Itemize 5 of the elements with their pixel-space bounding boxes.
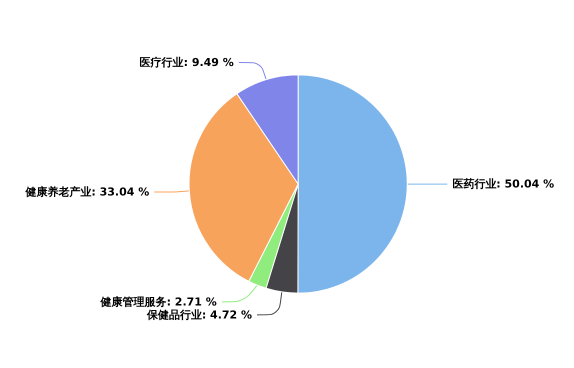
slice-label: 健康管理服务: 2.71 % [100,295,217,308]
slice-label: 医药行业: 50.04 % [452,178,554,191]
slice-label: 医疗行业: 9.49 % [140,56,234,69]
slice-label: 保健品行业: 4.72 % [146,308,252,322]
slice-label: 健康养老产业: 33.04 % [24,186,150,199]
